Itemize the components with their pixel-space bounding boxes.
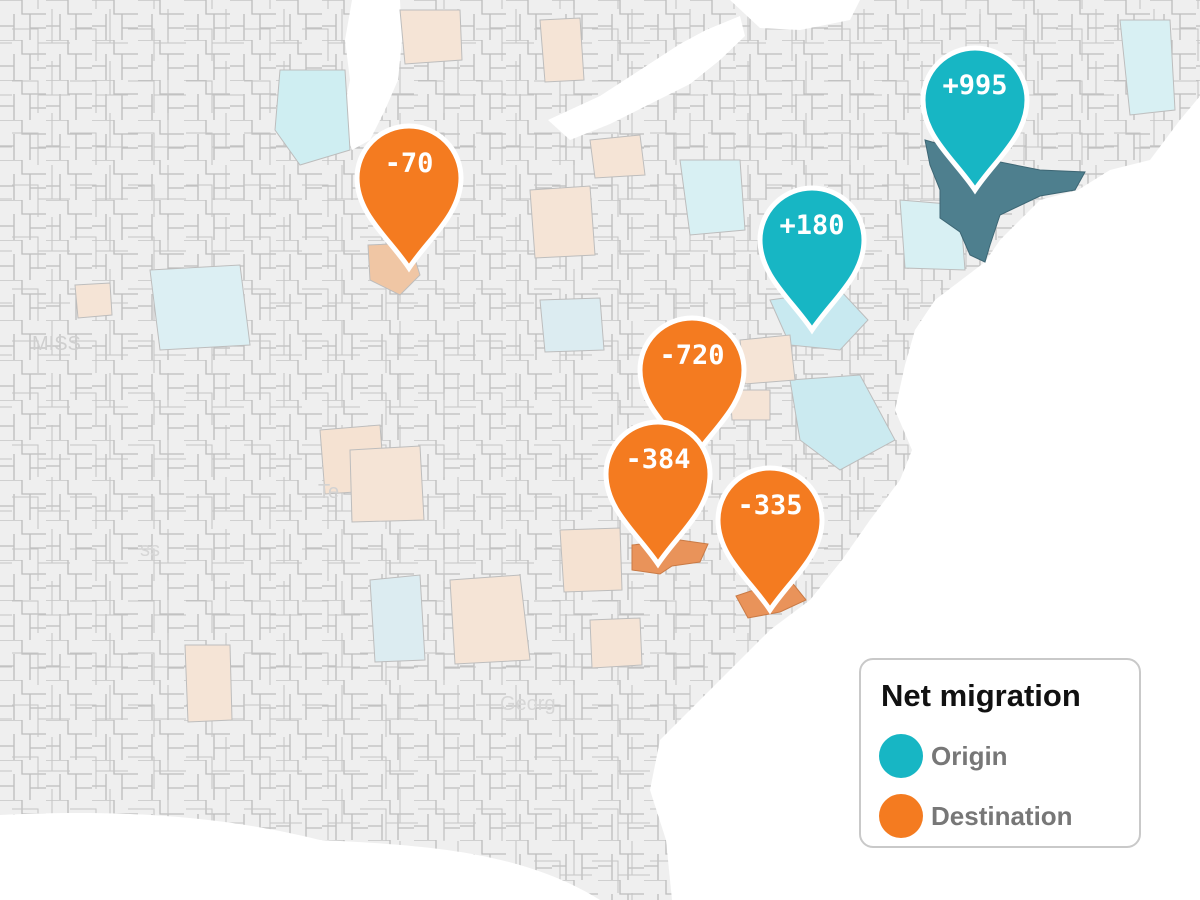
marker-value: -70: [384, 148, 434, 179]
map-pin-icon: [354, 123, 464, 273]
legend-title: Net migration: [881, 678, 1081, 713]
map-pin-icon: [920, 45, 1030, 195]
legend-label-destination: Destination: [931, 801, 1073, 831]
map-label-state-1: MISS: [32, 333, 81, 355]
marker-value: -384: [625, 444, 691, 475]
marker-dest-chicago[interactable]: -70: [349, 118, 469, 298]
origin-swatch-icon: [879, 734, 923, 778]
marker-dest-carolina-coast[interactable]: -335: [710, 460, 830, 640]
marker-value: -335: [737, 490, 803, 521]
lake-michigan: [342, 0, 402, 150]
map-label-state-4: Georg: [500, 693, 556, 715]
map-pin-icon: [757, 185, 867, 335]
destination-swatch-icon: [879, 794, 923, 838]
legend: Net migration Origin Destination: [859, 658, 1141, 848]
map-pin-icon: [715, 465, 825, 615]
marker-origin-ny[interactable]: +995: [915, 40, 1035, 220]
legend-item-origin: Origin: [879, 734, 1129, 778]
marker-dest-charlotte[interactable]: -384: [598, 414, 718, 594]
great-lakes-east: [548, 16, 745, 140]
map-label-state-3: ss: [140, 539, 160, 561]
map-label-state-2: Te: [318, 481, 339, 503]
legend-item-destination: Destination: [879, 794, 1129, 838]
gulf-water: [0, 812, 600, 900]
map-pin-icon: [603, 419, 713, 569]
marker-value: -720: [659, 340, 725, 371]
marker-value: +995: [942, 70, 1008, 101]
marker-value: +180: [779, 210, 845, 241]
legend-label-origin: Origin: [931, 741, 1008, 771]
marker-origin-dc[interactable]: +180: [752, 180, 872, 360]
